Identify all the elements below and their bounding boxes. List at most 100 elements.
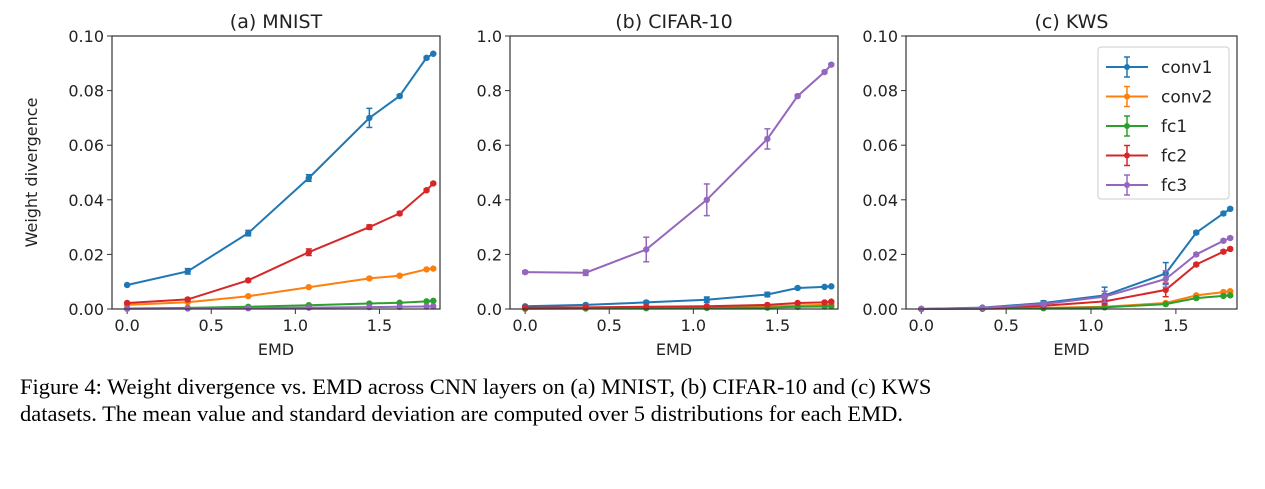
data-point bbox=[305, 283, 312, 291]
y-tick-label: 0.8 bbox=[477, 82, 502, 101]
series-conv2 bbox=[123, 265, 437, 309]
data-point bbox=[245, 304, 252, 312]
data-point bbox=[703, 303, 710, 310]
legend-item-conv1: conv1 bbox=[1106, 56, 1212, 78]
data-point bbox=[703, 196, 710, 203]
y-tick-label: 0.02 bbox=[862, 245, 898, 264]
data-point bbox=[582, 269, 589, 276]
caption-line-2: datasets. The mean value and standard de… bbox=[20, 401, 904, 426]
legend-item-fc3: fc3 bbox=[1106, 174, 1187, 196]
y-tick-label: 0.2 bbox=[477, 245, 502, 264]
x-tick-label: 1.0 bbox=[1078, 316, 1103, 335]
series-line bbox=[127, 182, 435, 304]
data-point bbox=[1227, 234, 1234, 242]
x-tick-label: 1.5 bbox=[1163, 316, 1188, 335]
y-tick-label: 1.0 bbox=[477, 27, 502, 46]
y-tick-label: 0.04 bbox=[862, 191, 898, 210]
y-tick-label: 0.08 bbox=[862, 82, 898, 101]
y-tick-label: 0.06 bbox=[862, 136, 898, 155]
legend-marker bbox=[1124, 123, 1130, 129]
data-point bbox=[123, 299, 131, 307]
legend-marker bbox=[1124, 64, 1130, 70]
figure: 0.0 0.5 1.0 1.5 0.00 0.02 0.04 0.06 0.08 0.10 (a) … bbox=[22, 11, 1238, 359]
data-point bbox=[423, 266, 430, 273]
data-point bbox=[423, 298, 430, 305]
x-axis-label: EMD bbox=[1053, 340, 1089, 359]
data-point bbox=[305, 304, 312, 311]
legend-label: conv1 bbox=[1161, 58, 1212, 78]
data-point bbox=[1220, 237, 1227, 244]
legend-item-fc2: fc2 bbox=[1106, 144, 1187, 167]
legend-marker bbox=[1124, 152, 1130, 159]
y-tick-label: 0.04 bbox=[68, 191, 104, 210]
series-line bbox=[525, 285, 832, 308]
plot-frame bbox=[111, 35, 441, 310]
data-point bbox=[521, 268, 529, 276]
x-axis-label: EMD bbox=[258, 340, 294, 359]
caption-line-1: Figure 4: Weight divergence vs. EMD acro… bbox=[20, 374, 932, 399]
data-point bbox=[430, 180, 437, 187]
data-point bbox=[828, 298, 835, 305]
data-point bbox=[184, 268, 191, 275]
data-point bbox=[366, 275, 373, 282]
data-point bbox=[582, 304, 589, 311]
series-fc2 bbox=[918, 245, 1234, 313]
series-conv1 bbox=[521, 283, 835, 310]
data-point bbox=[423, 303, 430, 310]
x-tick-label: 1.0 bbox=[681, 316, 706, 335]
data-point bbox=[794, 92, 801, 100]
x-tick-label: 1.5 bbox=[765, 316, 790, 335]
legend-label: conv2 bbox=[1161, 88, 1212, 108]
subplot-2: 0.0 0.5 1.0 1.5 0.0 0.2 0.4 0.6 0.8 1.0 (b) CIFAR-… bbox=[477, 11, 839, 359]
data-point bbox=[1227, 292, 1234, 299]
data-point bbox=[430, 265, 437, 272]
x-tick-label: 1.0 bbox=[283, 316, 308, 335]
y-tick-label: 0.10 bbox=[68, 27, 104, 46]
subplot-title: (a) MNIST bbox=[230, 11, 323, 33]
data-point bbox=[245, 229, 252, 237]
data-point bbox=[828, 303, 835, 310]
data-point bbox=[366, 114, 373, 122]
data-point bbox=[430, 50, 437, 57]
data-point bbox=[1193, 294, 1200, 302]
data-point bbox=[521, 304, 529, 311]
data-point bbox=[423, 187, 430, 194]
data-point bbox=[396, 272, 403, 279]
series-line bbox=[525, 64, 833, 274]
data-point bbox=[979, 304, 986, 312]
y-tick-label: 0.0 bbox=[477, 300, 502, 319]
subplot-1: 0.0 0.5 1.0 1.5 0.00 0.02 0.04 0.06 0.08 0.10 (a) … bbox=[22, 11, 441, 359]
data-point bbox=[794, 284, 801, 292]
data-point bbox=[1162, 275, 1169, 283]
y-tick-label: 0.10 bbox=[862, 27, 898, 46]
data-point bbox=[1220, 210, 1227, 217]
data-point bbox=[703, 296, 710, 303]
x-tick-label: 0.0 bbox=[114, 316, 139, 335]
data-point bbox=[1193, 229, 1200, 236]
series-line bbox=[126, 52, 434, 286]
data-point bbox=[1101, 293, 1108, 300]
legend-label: fc2 bbox=[1161, 147, 1187, 167]
series-line bbox=[921, 237, 1231, 310]
data-point bbox=[821, 68, 828, 76]
data-point bbox=[1220, 248, 1227, 255]
series-fc2 bbox=[123, 180, 437, 307]
data-point bbox=[245, 277, 252, 284]
data-point bbox=[430, 297, 437, 305]
legend-item-conv2: conv2 bbox=[1106, 85, 1212, 108]
data-point bbox=[1162, 300, 1169, 308]
data-point bbox=[821, 299, 828, 306]
data-point bbox=[828, 61, 835, 68]
x-tick-label: 1.5 bbox=[367, 316, 392, 335]
subplot-title: (b) CIFAR-10 bbox=[615, 11, 732, 33]
data-point bbox=[305, 174, 312, 182]
subplot-title: (c) KWS bbox=[1035, 11, 1109, 33]
data-point bbox=[423, 54, 430, 62]
series-line bbox=[525, 300, 832, 309]
data-point bbox=[1193, 251, 1200, 258]
plot-frame bbox=[509, 35, 839, 310]
subplot-3: 0.0 0.5 1.0 1.5 0.00 0.02 0.04 0.06 0.08 0.10 (c) … bbox=[862, 11, 1238, 359]
data-point bbox=[1227, 245, 1234, 253]
series-conv1 bbox=[918, 205, 1234, 313]
y-tick-label: 0.00 bbox=[68, 300, 104, 319]
